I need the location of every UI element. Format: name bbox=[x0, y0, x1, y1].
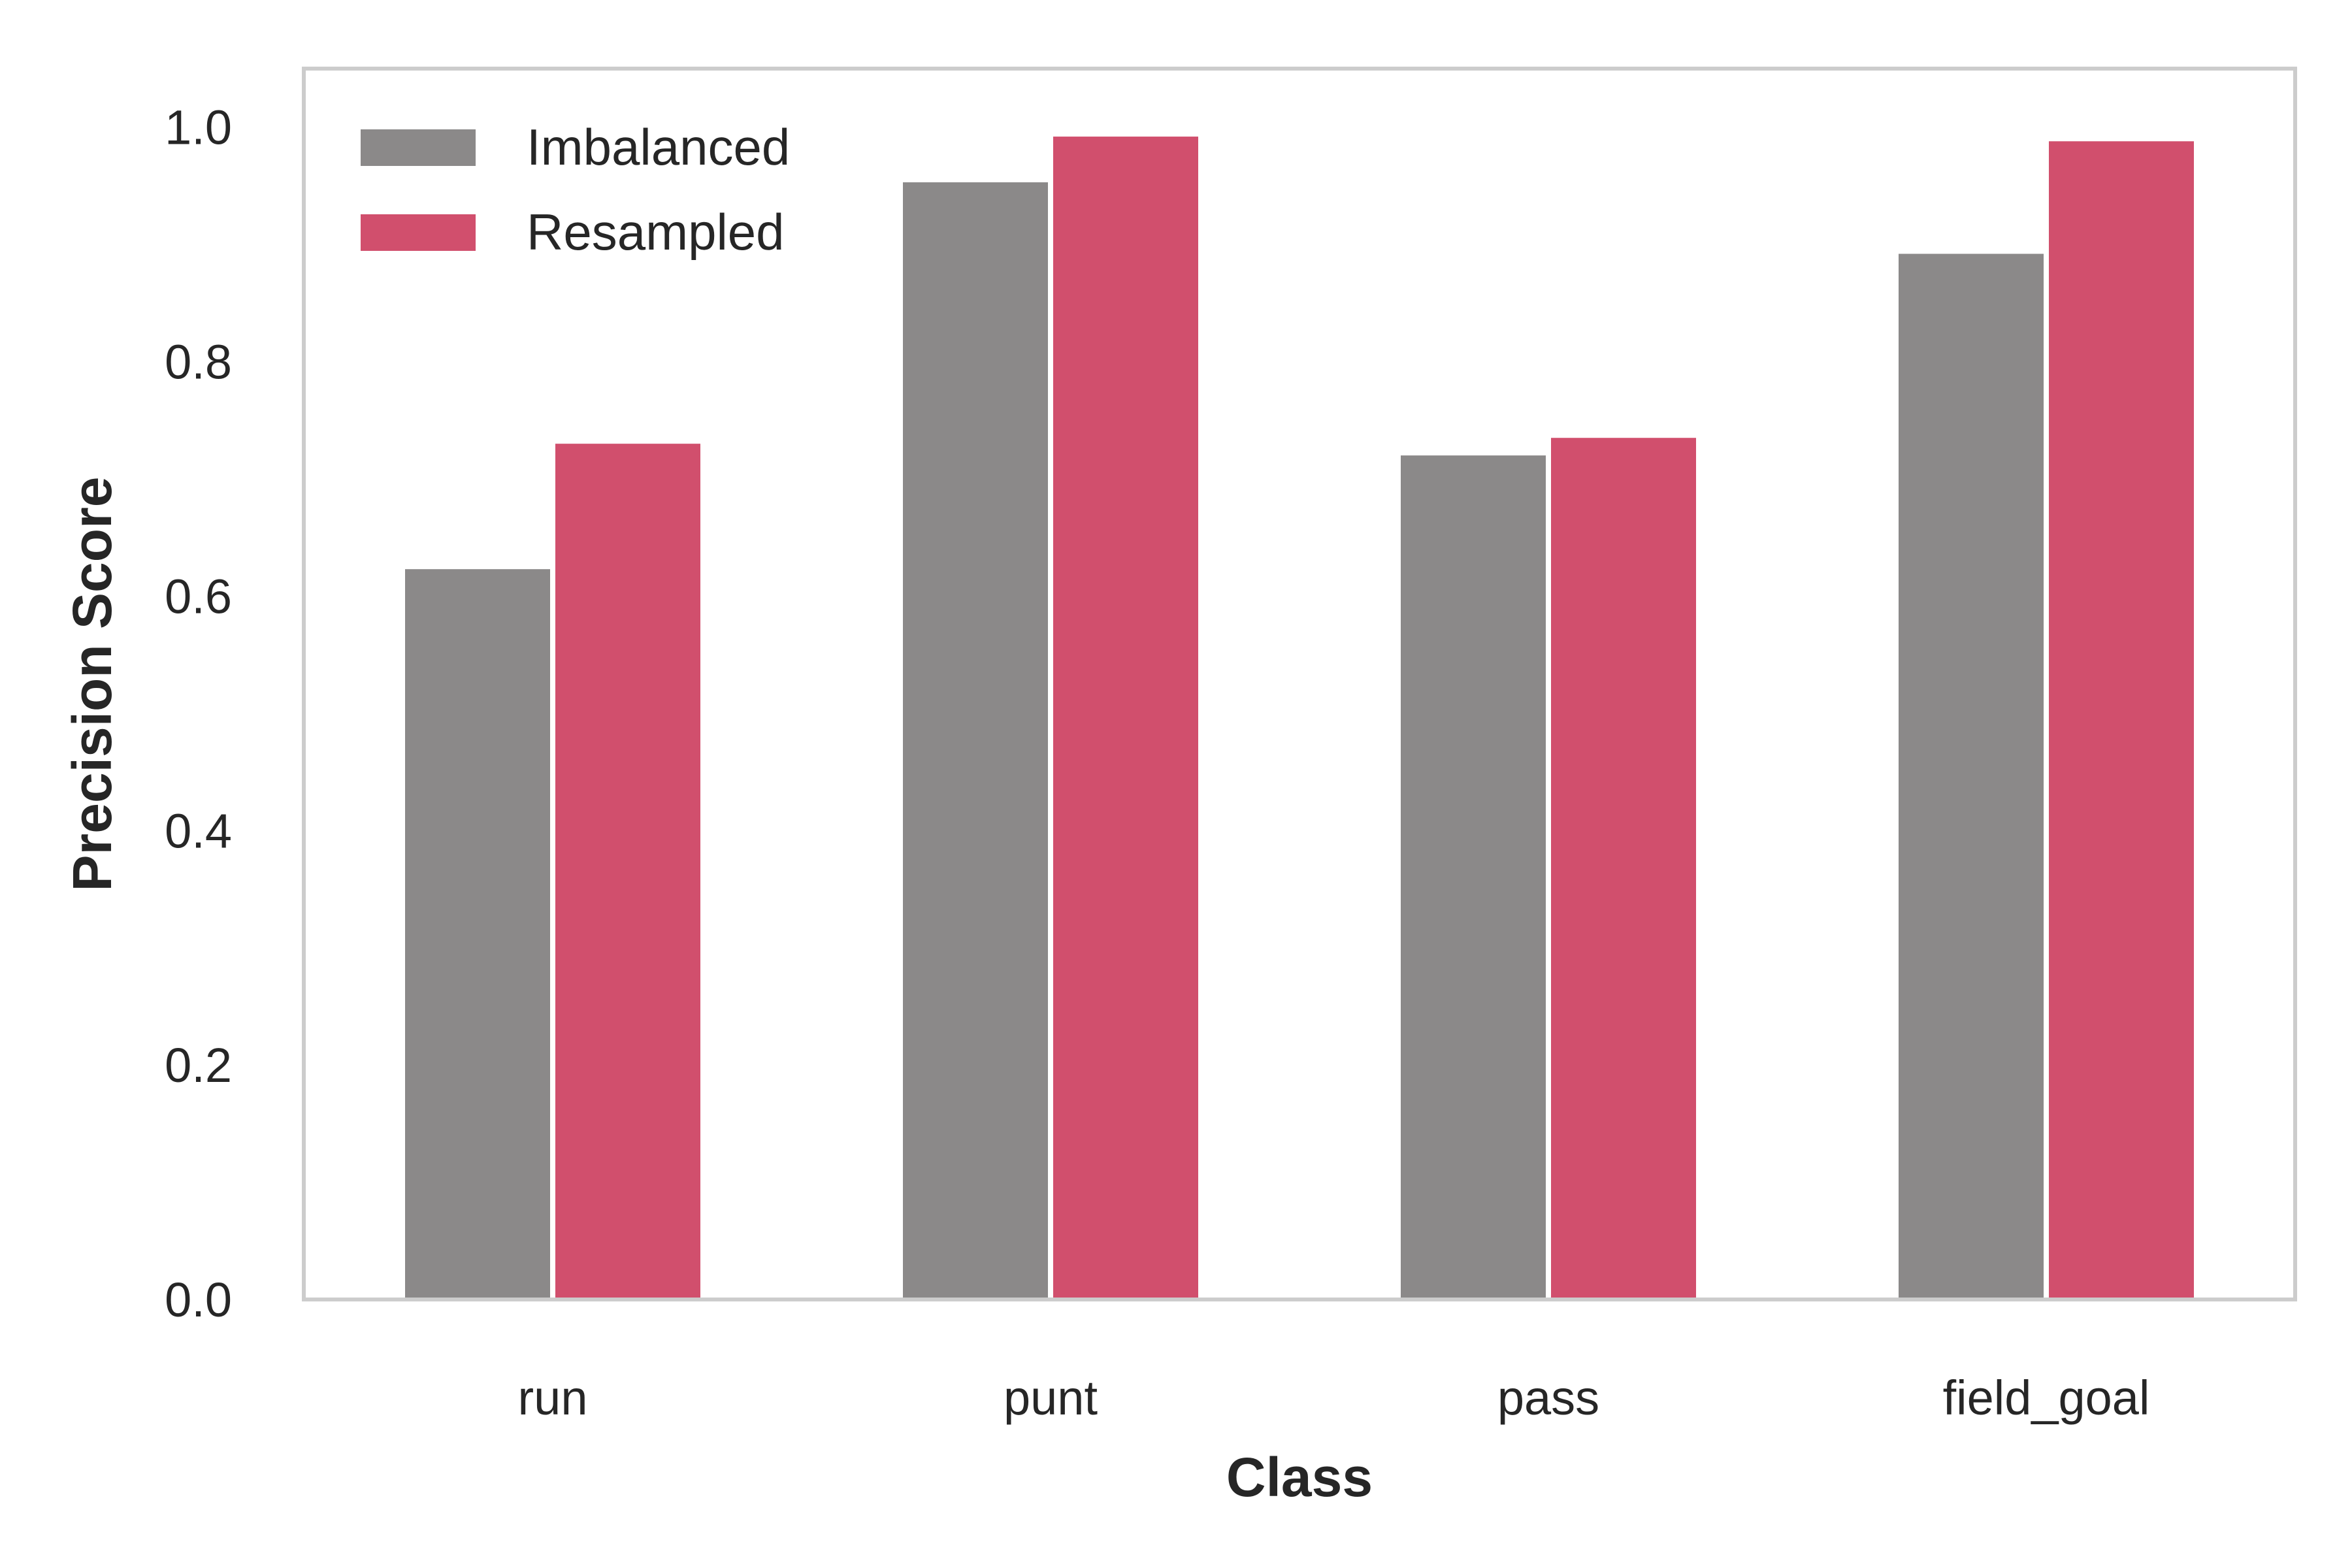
x-tick-label-field_goal: field_goal bbox=[1943, 1371, 2150, 1425]
bar-resampled-punt bbox=[1053, 137, 1198, 1298]
legend-label-imbalanced: Imbalanced bbox=[527, 118, 790, 176]
x-tick-labels: run punt pass field_goal bbox=[518, 1371, 2150, 1425]
y-tick-label-0.6: 0.6 bbox=[165, 569, 232, 623]
y-tick-label-0.4: 0.4 bbox=[165, 804, 232, 858]
y-tick-label-1.0: 1.0 bbox=[165, 101, 232, 155]
x-axis-title: Class bbox=[1226, 1446, 1373, 1508]
legend-swatch-resampled bbox=[361, 214, 476, 251]
y-axis-title: Precision Score bbox=[61, 477, 123, 892]
bar-imbalanced-pass bbox=[1401, 455, 1546, 1298]
bar-resampled-pass bbox=[1551, 438, 1696, 1298]
bar-resampled-run bbox=[555, 444, 700, 1298]
y-tick-label-0.2: 0.2 bbox=[165, 1038, 232, 1092]
bar-imbalanced-punt bbox=[903, 182, 1048, 1298]
legend-swatch-imbalanced bbox=[361, 129, 476, 166]
legend-label-resampled: Resampled bbox=[527, 203, 785, 261]
bar-resampled-field_goal bbox=[2049, 141, 2194, 1298]
x-tick-label-run: run bbox=[518, 1371, 588, 1425]
y-tick-label-0.8: 0.8 bbox=[165, 335, 232, 389]
legend: Imbalanced Resampled bbox=[361, 118, 790, 261]
x-tick-label-pass: pass bbox=[1497, 1371, 1599, 1425]
bar-imbalanced-run bbox=[405, 569, 550, 1298]
bars-group bbox=[405, 137, 2194, 1298]
bar-imbalanced-field_goal bbox=[1899, 253, 2044, 1298]
y-tick-labels: 0.0 0.2 0.4 0.6 0.8 1.0 bbox=[165, 101, 232, 1327]
x-tick-label-punt: punt bbox=[1004, 1371, 1098, 1425]
y-tick-label-0.0: 0.0 bbox=[165, 1273, 232, 1327]
